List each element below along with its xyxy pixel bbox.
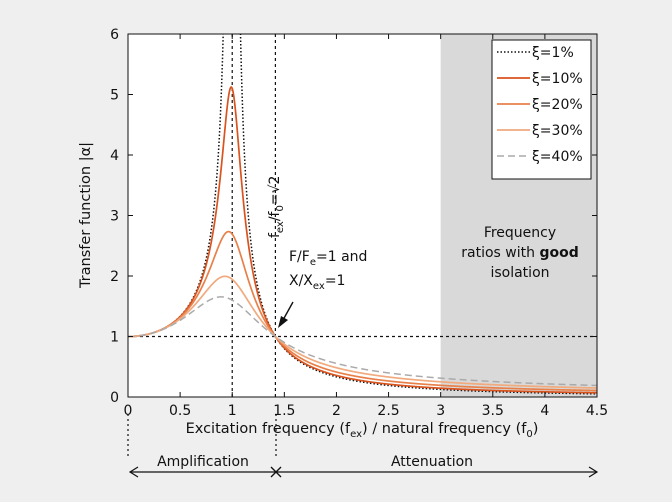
legend-label-4: ξ=30% (532, 123, 583, 139)
series-line-5 (128, 296, 597, 387)
y-axis: 0 1 2 3 4 5 6 (110, 27, 597, 406)
y-tick-label: 3 (110, 209, 119, 225)
annotation-arrowhead (278, 316, 288, 328)
force-ratio-label: F/Fe=1 and (289, 249, 367, 268)
legend-label-5: ξ=40% (532, 149, 583, 165)
x-tick-label: 1.5 (273, 403, 295, 419)
y-tick-label: 2 (110, 269, 119, 285)
zone-amplification-label: Amplification (157, 454, 249, 470)
x-tick-label: 2.5 (377, 403, 399, 419)
zone-bar: Amplification Attenuation (127, 414, 599, 478)
series-line-4 (128, 275, 597, 389)
legend-label-1: ξ=1% (532, 45, 574, 61)
zone-attenuation-label: Attenuation (391, 454, 473, 470)
x-tick-label: 3 (436, 403, 445, 419)
y-tick-label: 6 (110, 27, 119, 43)
y-axis-label: Transfer function |α| (78, 142, 94, 289)
x-tick-label: 4 (540, 403, 549, 419)
x-axis-label: Excitation frequency (fex) / natural fre… (186, 421, 539, 440)
annotation-arrow (282, 301, 294, 321)
sqrt2-label: fex/f0=√2 (267, 176, 286, 238)
series-line-2 (128, 86, 597, 394)
x-tick-label: 3.5 (482, 403, 504, 419)
displacement-ratio-label: X/Xex=1 (289, 273, 345, 292)
region-label-line3: isolation (490, 265, 549, 281)
region-label-line1: Frequency (484, 225, 556, 241)
x-tick-label: 2 (332, 403, 341, 419)
curves (128, 34, 597, 395)
x-tick-label: 0.5 (169, 403, 191, 419)
legend-label-2: ξ=10% (532, 71, 583, 87)
y-tick-label: 1 (110, 330, 119, 346)
y-tick-label: 5 (110, 88, 119, 104)
x-tick-label: 4.5 (586, 403, 608, 419)
zone-left-arrowhead (128, 466, 139, 478)
zone-cross-b (270, 466, 282, 478)
y-tick-label: 0 (110, 390, 119, 406)
x-tick-label: 0 (124, 403, 133, 419)
legend-label-3: ξ=20% (532, 97, 583, 113)
y-tick-label: 4 (110, 148, 119, 164)
zone-right-arrowhead (588, 466, 599, 478)
x-tick-label: 1 (228, 403, 237, 419)
x-axis: 0 0.5 1 1.5 2 2.5 3 3.5 4 4.5 (124, 34, 608, 419)
legend: ξ=1% ξ=10% ξ=20% ξ=30% ξ=40% (491, 39, 592, 180)
region-label-line2: ratios with good (461, 245, 578, 261)
series-line-3 (128, 230, 597, 392)
